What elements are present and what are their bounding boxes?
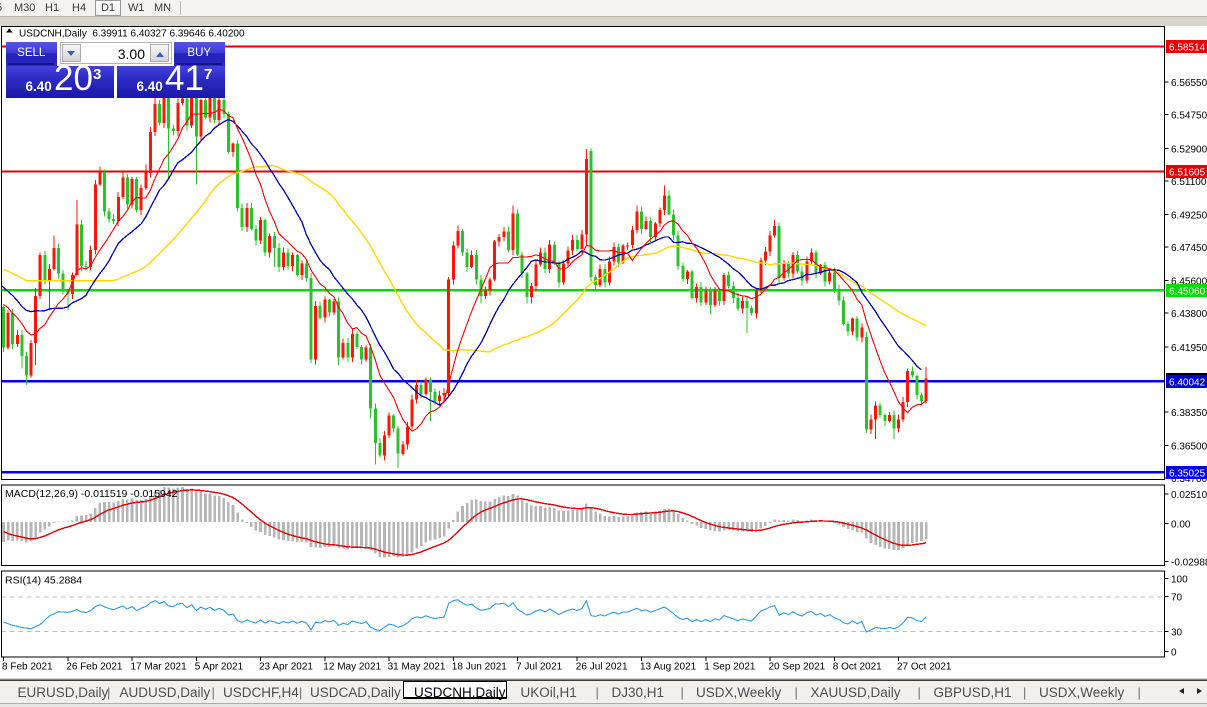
- svg-text:6.43800: 6.43800: [1171, 309, 1207, 320]
- svg-text:0.00: 0.00: [1171, 520, 1191, 531]
- svg-text:1 Sep 2021: 1 Sep 2021: [704, 662, 756, 673]
- svg-text:RSI(14) 45.2884: RSI(14) 45.2884: [5, 575, 82, 587]
- svg-text:-0.029881: -0.029881: [1171, 558, 1207, 569]
- svg-text:6.35025: 6.35025: [1169, 468, 1206, 479]
- svg-text:6.40042: 6.40042: [1169, 377, 1206, 388]
- svg-text:30: 30: [1171, 628, 1183, 639]
- svg-text:6.45600: 6.45600: [1171, 277, 1207, 288]
- svg-text:6.54750: 6.54750: [1171, 111, 1207, 122]
- svg-text:USDCNH,Daily 6.39911 6.40327: USDCNH,Daily 6.39911 6.40327 6.39646 6.4…: [19, 29, 245, 40]
- svg-text:8 Feb 2021: 8 Feb 2021: [2, 662, 53, 673]
- svg-text:18 Jun 2021: 18 Jun 2021: [452, 662, 507, 673]
- svg-text:26 Feb 2021: 26 Feb 2021: [66, 662, 123, 673]
- svg-text:6.58514: 6.58514: [1169, 43, 1206, 54]
- svg-text:6.34700: 6.34700: [1171, 474, 1207, 485]
- svg-text:6.56550: 6.56550: [1171, 78, 1207, 89]
- svg-text:6.36500: 6.36500: [1171, 442, 1207, 453]
- svg-text:70: 70: [1171, 593, 1183, 604]
- svg-text:31 May 2021: 31 May 2021: [388, 662, 446, 673]
- svg-text:6.47450: 6.47450: [1171, 243, 1207, 254]
- svg-text:20 Sep 2021: 20 Sep 2021: [769, 662, 826, 673]
- svg-text:12 May 2021: 12 May 2021: [323, 662, 381, 673]
- svg-text:8 Oct 2021: 8 Oct 2021: [833, 662, 882, 673]
- svg-text:100: 100: [1171, 575, 1188, 586]
- svg-text:6.51605: 6.51605: [1169, 168, 1206, 179]
- svg-text:MACD(12,26,9) -0.011519 -0.015: MACD(12,26,9) -0.011519 -0.015942: [5, 488, 178, 500]
- svg-text:5 Apr 2021: 5 Apr 2021: [195, 662, 244, 673]
- svg-text:13 Aug 2021: 13 Aug 2021: [640, 662, 697, 673]
- svg-text:27 Oct 2021: 27 Oct 2021: [897, 662, 952, 673]
- svg-text:6.51100: 6.51100: [1171, 177, 1207, 188]
- svg-text:26 Jul 2021: 26 Jul 2021: [576, 662, 628, 673]
- svg-text:23 Apr 2021: 23 Apr 2021: [259, 662, 313, 673]
- svg-text:0: 0: [1171, 648, 1177, 659]
- svg-text:6.38350: 6.38350: [1171, 408, 1207, 419]
- svg-text:17 Mar 2021: 17 Mar 2021: [131, 662, 188, 673]
- svg-text:6.52900: 6.52900: [1171, 144, 1207, 155]
- svg-text:0.025108: 0.025108: [1171, 490, 1207, 501]
- svg-text:6.49250: 6.49250: [1171, 210, 1207, 221]
- svg-text:7 Jul 2021: 7 Jul 2021: [516, 662, 563, 673]
- svg-text:6.41950: 6.41950: [1171, 343, 1207, 354]
- svg-text:6.45060: 6.45060: [1169, 286, 1206, 297]
